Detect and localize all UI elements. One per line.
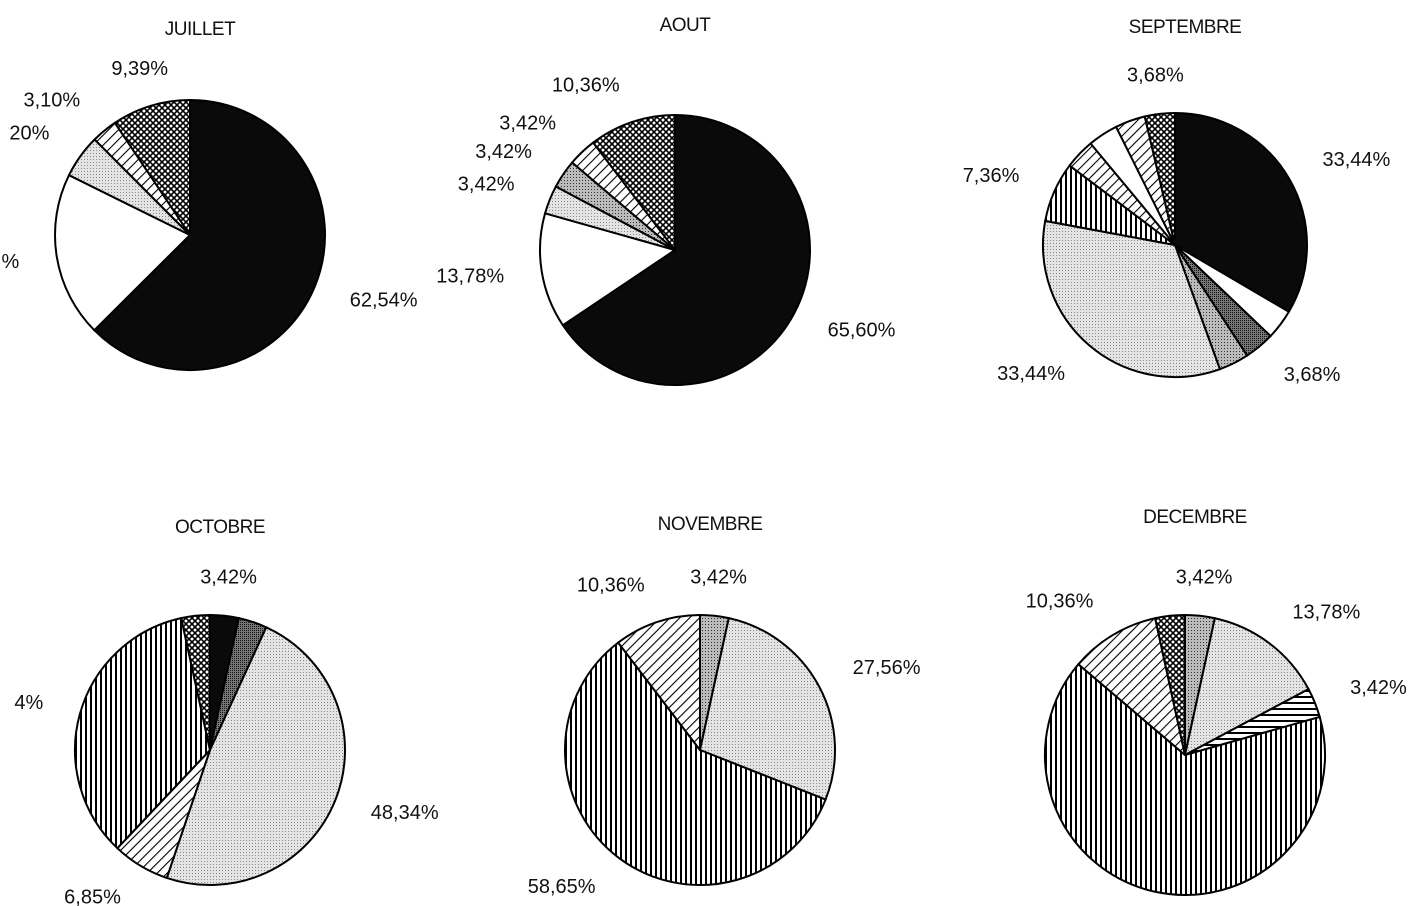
value-label: 3,10% — [24, 90, 81, 112]
value-label: 10,36% — [577, 574, 645, 596]
pie-slice — [1153, 613, 1186, 756]
pie-slice — [1076, 617, 1187, 758]
pie-slice — [1174, 111, 1308, 314]
value-label: 62,54% — [350, 290, 418, 312]
chart-title: NOVEMBRE — [658, 514, 763, 535]
chart-title: DECEMBRE — [1143, 507, 1247, 528]
pie-slice — [1044, 662, 1326, 896]
pie-slice — [1143, 111, 1176, 246]
pie-slice — [564, 641, 827, 886]
pie-slice — [165, 625, 346, 886]
value-label: 6,85% — [64, 887, 121, 906]
pie-slice — [1183, 617, 1310, 757]
value-label: 4% — [14, 692, 43, 714]
value-label: 13,78% — [436, 265, 504, 287]
pie-slice — [92, 98, 326, 371]
value-label: 33,44% — [997, 363, 1065, 385]
pie-slice — [698, 616, 836, 801]
value-label: 13,78% — [1292, 601, 1360, 623]
value-label: 3,42% — [1176, 566, 1233, 588]
pie-slice — [561, 113, 811, 386]
chart-title: JUILLET — [165, 19, 236, 40]
value-label: 3,42% — [1350, 677, 1407, 699]
value-label: 3,42% — [200, 566, 257, 588]
chart-title: SEPTEMBRE — [1129, 17, 1242, 38]
chart-title: OCTOBRE — [175, 517, 265, 538]
pie-slice — [74, 616, 212, 850]
value-label: 10,36% — [1026, 591, 1094, 613]
value-label: 48,34% — [371, 802, 439, 824]
value-label: 65,60% — [828, 320, 896, 342]
value-label: 7,36% — [963, 165, 1020, 187]
value-label: 3,42% — [690, 566, 747, 588]
value-label: 9,39% — [111, 58, 168, 80]
chart-title: AOUT — [660, 15, 712, 36]
pie-slice — [616, 613, 701, 753]
pie-slice — [54, 173, 192, 332]
value-label: 3,42% — [499, 113, 556, 135]
value-label: 3,42% — [458, 174, 515, 196]
pie-slice — [1042, 219, 1222, 378]
value-label: 3,68% — [1284, 364, 1341, 386]
value-label: 3,42% — [475, 141, 532, 163]
value-label: % — [1, 251, 19, 273]
pie-slice — [180, 613, 211, 751]
value-label: 10,36% — [552, 74, 620, 96]
pie-slice — [591, 113, 676, 253]
value-label: 20% — [9, 122, 49, 144]
value-label: 33,44% — [1323, 149, 1391, 171]
value-label: 3,68% — [1127, 64, 1184, 86]
pie-slice — [113, 98, 191, 239]
value-label: 58,65% — [528, 876, 596, 898]
value-label: 27,56% — [853, 657, 921, 679]
